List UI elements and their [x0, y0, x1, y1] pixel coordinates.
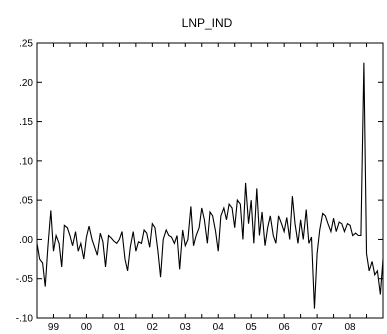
x-axis: 99 00 01 02 03 04 05 06 07 08	[36, 43, 384, 333]
y-tick-label: .00	[19, 235, 33, 246]
y-axis: -.10 -.05 .00 .05 .10 .15 .20 .25	[16, 39, 383, 325]
y-tick-label: -.05	[16, 274, 34, 285]
y-tick-label: -.10	[16, 314, 34, 325]
series-line	[36, 62, 384, 309]
x-tick-label: 99	[48, 322, 60, 333]
x-tick-label: 08	[344, 322, 356, 333]
x-tick-label: 00	[81, 322, 93, 333]
y-tick-label: .05	[19, 196, 33, 207]
x-tick-label: 07	[312, 322, 324, 333]
x-tick-label: 02	[147, 322, 159, 333]
y-tick-label: .15	[19, 117, 33, 128]
y-tick-label: .25	[19, 39, 33, 50]
x-tick-label: 06	[279, 322, 291, 333]
x-tick-label: 03	[180, 322, 192, 333]
x-tick-label: 05	[246, 322, 258, 333]
chart-title: LNP_IND	[182, 16, 233, 30]
y-tick-label: .10	[19, 156, 33, 167]
y-tick-label: .20	[19, 78, 33, 89]
series-group	[36, 62, 384, 309]
x-tick-label: 01	[114, 322, 126, 333]
plot-frame	[36, 42, 384, 319]
x-tick-label: 04	[213, 322, 225, 333]
